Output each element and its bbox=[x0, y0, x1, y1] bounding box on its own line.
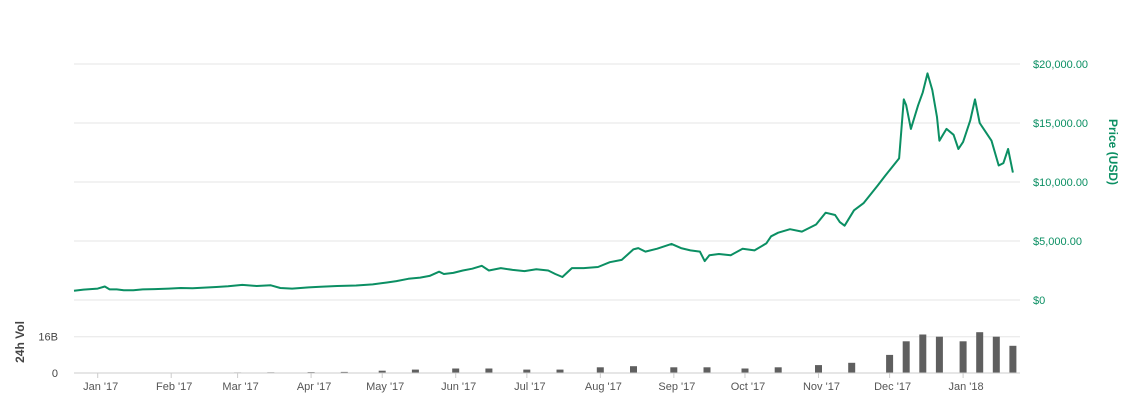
price-gridlines bbox=[74, 63, 1020, 301]
time-tick-label: Nov '17 bbox=[803, 381, 840, 393]
price-tick-label: $5,000.00 bbox=[1033, 236, 1082, 248]
volume-bar bbox=[902, 341, 910, 373]
volume-bar bbox=[741, 368, 749, 373]
volume-axis-ticks: 0 16B bbox=[38, 332, 58, 380]
volume-bar bbox=[596, 367, 604, 373]
time-tick-label: Dec '17 bbox=[874, 381, 911, 393]
volume-bar bbox=[1009, 345, 1017, 373]
price-axis-label: Price (USD) bbox=[1106, 119, 1120, 185]
time-tick-label: Jan '18 bbox=[949, 381, 984, 393]
time-tick-label: Jun '17 bbox=[441, 381, 476, 393]
time-tick-label: Mar '17 bbox=[222, 381, 258, 393]
volume-bar bbox=[452, 368, 460, 373]
volume-bar bbox=[815, 365, 822, 373]
price-tick-label: $20,000.00 bbox=[1033, 59, 1088, 71]
volume-bar bbox=[848, 362, 856, 373]
volume-bar bbox=[703, 367, 711, 373]
volume-bar bbox=[959, 341, 967, 373]
volume-bars bbox=[94, 332, 1017, 374]
volume-bar bbox=[935, 336, 943, 373]
volume-bar bbox=[556, 369, 564, 373]
price-line bbox=[73, 72, 1014, 292]
time-axis-ticks: Jan '17 Feb '17 Mar '17 Apr '17 May '17 Jun '… bbox=[83, 373, 984, 393]
volume-bar bbox=[411, 369, 419, 373]
volume-bar bbox=[774, 367, 782, 373]
time-tick-label: Apr '17 bbox=[297, 381, 332, 393]
volume-bar bbox=[670, 367, 678, 373]
volume-axis-label: 24h Vol bbox=[13, 321, 27, 363]
time-tick-label: Sep '17 bbox=[658, 381, 695, 393]
time-tick-label: Aug '17 bbox=[585, 381, 622, 393]
price-tick-label: $10,000.00 bbox=[1033, 177, 1088, 189]
volume-bar bbox=[630, 366, 637, 373]
price-tick-label: $0 bbox=[1033, 295, 1045, 307]
volume-bar bbox=[992, 336, 1000, 373]
time-tick-label: Oct '17 bbox=[731, 381, 766, 393]
volume-tick-label: 0 bbox=[52, 368, 58, 380]
price-axis-ticks: $0 $5,000.00 $10,000.00 $15,000.00 $20,000.0… bbox=[1033, 59, 1088, 307]
time-tick-label: May '17 bbox=[366, 381, 404, 393]
volume-bar bbox=[340, 371, 348, 373]
time-tick-label: Jul '17 bbox=[514, 381, 545, 393]
volume-bar bbox=[976, 332, 984, 373]
price-tick-label: $15,000.00 bbox=[1033, 118, 1088, 130]
volume-bar bbox=[378, 370, 386, 373]
volume-bar bbox=[919, 334, 927, 373]
volume-bar bbox=[485, 368, 493, 373]
time-tick-label: Jan '17 bbox=[83, 381, 118, 393]
volume-bar bbox=[886, 354, 894, 373]
time-tick-label: Feb '17 bbox=[156, 381, 192, 393]
price-line-series bbox=[73, 72, 1014, 292]
volume-tick-label: 16B bbox=[38, 332, 58, 344]
volume-bar bbox=[523, 369, 531, 373]
